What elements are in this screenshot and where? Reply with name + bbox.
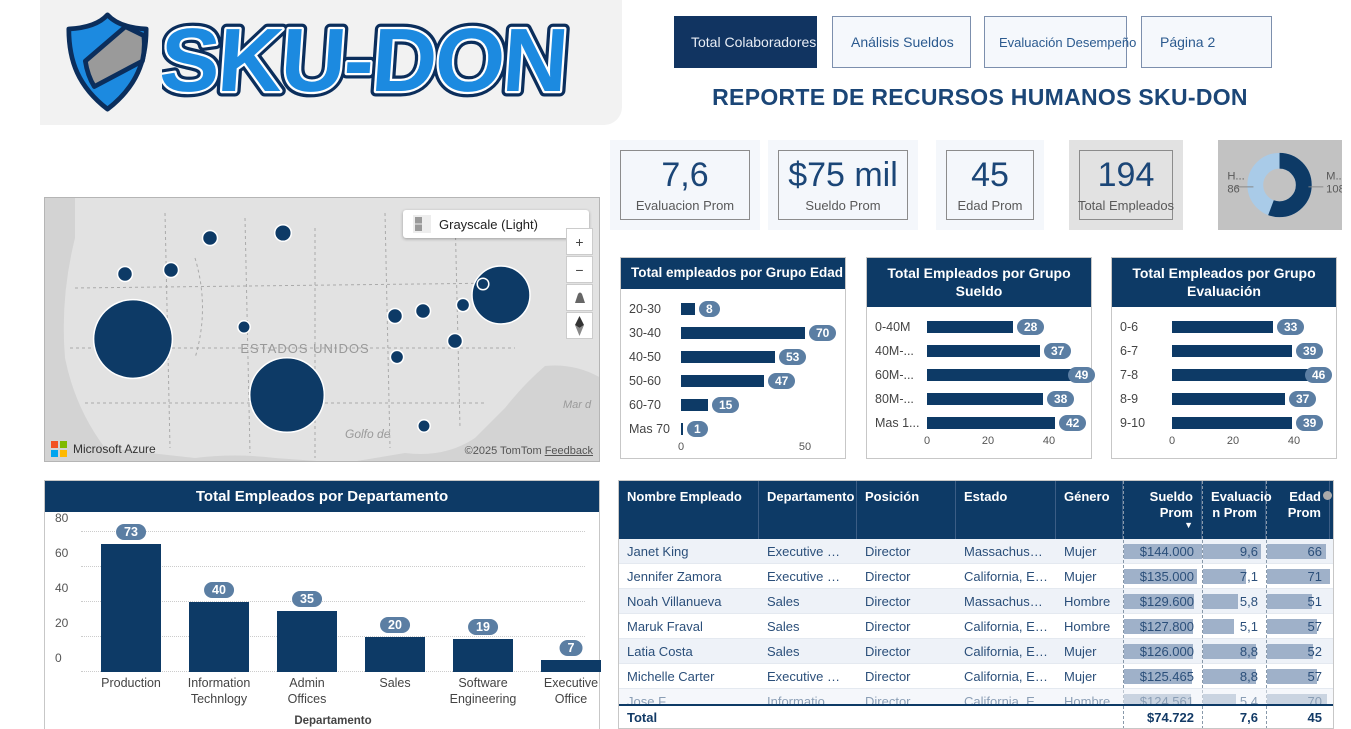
svg-text:M...: M... (1326, 170, 1342, 182)
svg-text:SKU-DON: SKU-DON (162, 10, 570, 111)
svg-text:108: 108 (1326, 183, 1342, 195)
svg-text:Golfo de: Golfo de (345, 427, 391, 441)
svg-text:ESTADOS UNIDOS: ESTADOS UNIDOS (240, 341, 369, 356)
svg-text:Mar d: Mar d (563, 399, 592, 411)
svg-text:86: 86 (1227, 183, 1239, 195)
svg-text:H...: H... (1227, 170, 1244, 182)
